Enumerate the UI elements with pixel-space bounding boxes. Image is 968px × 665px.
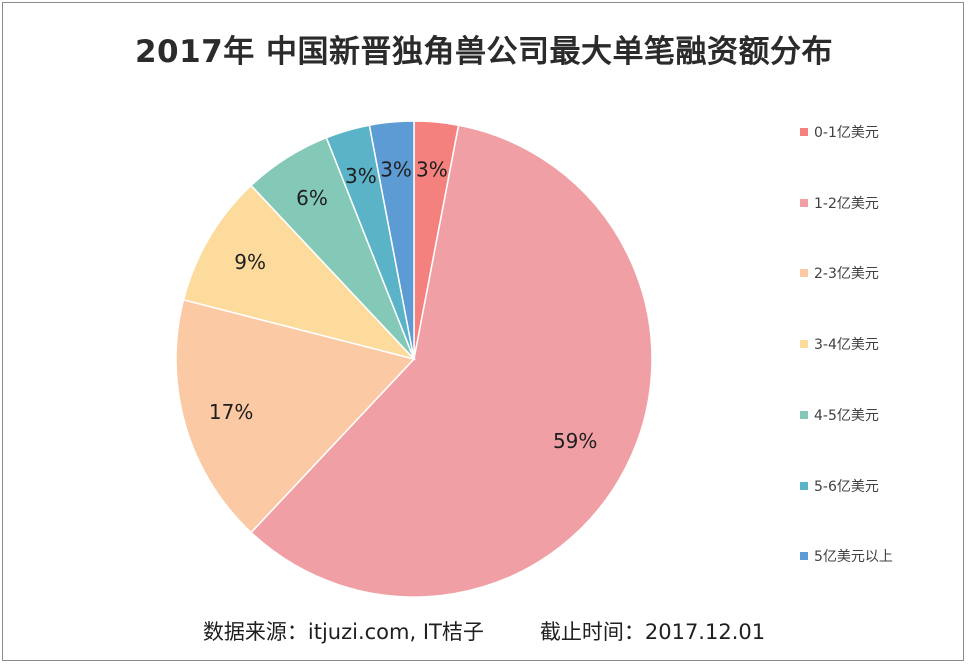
legend-item-6: 5-6亿美元 bbox=[800, 476, 950, 496]
legend-item-3: 2-3亿美元 bbox=[800, 263, 950, 283]
legend-swatch bbox=[800, 481, 808, 490]
slice-label-5: 6% bbox=[296, 186, 328, 210]
legend-swatch bbox=[800, 340, 808, 349]
legend-item-2: 1-2亿美元 bbox=[800, 193, 950, 213]
pie-slice-4 bbox=[182, 184, 417, 361]
footer: 数据来源：itjuzi.com, IT桔子 截止时间：2017.12.01 bbox=[0, 616, 968, 646]
legend-label: 5-6亿美元 bbox=[814, 478, 879, 495]
slice-label-2: 59% bbox=[553, 429, 597, 453]
legend-swatch bbox=[800, 269, 808, 278]
legend-item-1: 0-1亿美元 bbox=[800, 122, 950, 142]
legend-swatch bbox=[800, 198, 808, 207]
pie-slice-2 bbox=[250, 124, 653, 598]
legend-swatch bbox=[800, 552, 808, 561]
pie-slice-7 bbox=[368, 120, 415, 360]
pie-slice-3 bbox=[175, 298, 416, 534]
slice-label-4: 9% bbox=[234, 250, 266, 274]
chart-title: 2017年 中国新晋独角兽公司最大单笔融资额分布 bbox=[134, 34, 834, 70]
legend-label: 1-2亿美元 bbox=[814, 195, 879, 212]
slice-label-3: 17% bbox=[209, 400, 253, 424]
legend-item-4: 3-4亿美元 bbox=[800, 334, 950, 354]
legend-item-5: 4-5亿美元 bbox=[800, 405, 950, 425]
legend-label: 4-5亿美元 bbox=[814, 407, 879, 424]
slice-label-7: 3% bbox=[380, 157, 412, 181]
source-note: 数据来源：itjuzi.com, IT桔子 bbox=[202, 620, 484, 644]
legend-swatch bbox=[800, 410, 808, 419]
legend-label: 3-4亿美元 bbox=[814, 337, 879, 354]
legend-swatch bbox=[800, 128, 808, 136]
legend-label: 5亿美元以上 bbox=[814, 549, 893, 566]
slice-label-6: 3% bbox=[345, 164, 377, 188]
slice-label-1: 3% bbox=[416, 157, 448, 181]
legend-label: 0-1亿美元 bbox=[814, 125, 879, 141]
legend-item-7: 5亿美元以上 bbox=[800, 546, 950, 566]
legend-label: 2-3亿美元 bbox=[814, 266, 879, 283]
date-note: 截止时间：2017.12.01 bbox=[539, 620, 766, 644]
